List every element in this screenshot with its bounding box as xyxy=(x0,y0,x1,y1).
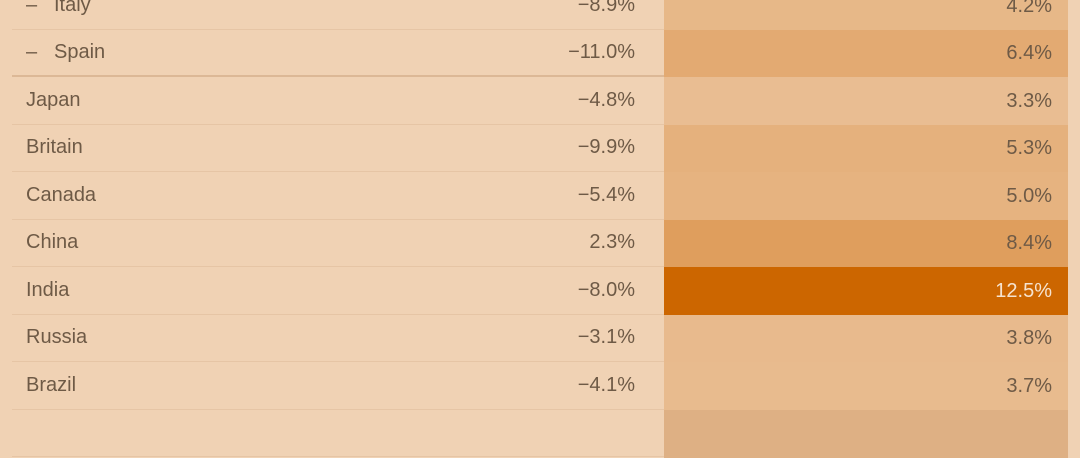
table-row: China 2.3% 8.4% xyxy=(12,219,1068,268)
country-label: Britain xyxy=(26,136,83,159)
country-name: – Italy xyxy=(26,0,91,17)
value-cell-2: 5.0% xyxy=(1006,184,1052,207)
value-cell-1: −11.0% xyxy=(568,40,635,63)
value-cell-2: 12.5% xyxy=(995,279,1052,302)
value-cell-1: −9.9% xyxy=(577,136,635,159)
country-label: Italy xyxy=(54,0,91,16)
country-name: India xyxy=(26,279,69,302)
country-name: Britain xyxy=(26,136,83,159)
value-cell-2: 5.3% xyxy=(1006,137,1052,159)
table-row: – Spain −11.0% 6.4% xyxy=(12,29,1068,77)
table-row: India −8.0% 12.5% xyxy=(12,267,1068,315)
country-label: India xyxy=(26,278,70,301)
value-cell-2: 4.2% xyxy=(1006,0,1052,17)
value-cell-1: −5.4% xyxy=(577,183,635,206)
country-name: Brazil xyxy=(26,374,76,397)
heat-cell: 5.0% xyxy=(664,172,1068,220)
heat-cell: 3.8% xyxy=(664,314,1068,363)
country-name: China xyxy=(26,231,78,254)
value-cell-1: 2.3% xyxy=(589,231,635,254)
value-cell-1: −8.0% xyxy=(577,278,635,301)
value-cell-2: 3.8% xyxy=(1006,327,1052,349)
country-name: – Spain xyxy=(26,41,105,64)
sub-marker: – xyxy=(26,40,38,63)
table-row: – Italy −8.9% 4.2% xyxy=(12,0,1068,30)
value-cell-2: 3.7% xyxy=(1006,374,1052,397)
country-label: Canada xyxy=(26,183,97,206)
heat-cell: 12.5% xyxy=(664,267,1068,315)
data-table: – Italy −8.9% 4.2% – Spain −11.0% 6.4% Japan −4.8… xyxy=(12,0,1068,458)
value-cell-2: 3.3% xyxy=(1006,89,1052,112)
table-row-partial xyxy=(12,409,1068,458)
value-cell-2: 6.4% xyxy=(1006,41,1052,64)
country-label: Spain xyxy=(54,40,106,63)
heat-cell: 3.7% xyxy=(664,362,1068,410)
country-name: Japan xyxy=(26,89,81,112)
value-cell-1: −4.1% xyxy=(577,373,635,396)
country-label: Brazil xyxy=(26,373,77,396)
country-name: Canada xyxy=(26,184,96,207)
country-label: Japan xyxy=(26,88,81,111)
table-row: Japan −4.8% 3.3% xyxy=(12,77,1068,125)
heat-cell: 6.4% xyxy=(664,29,1068,77)
value-cell-1: −4.8% xyxy=(577,88,635,111)
value-cell-2: 8.4% xyxy=(1006,232,1052,254)
value-cell-1: −8.9% xyxy=(577,0,635,16)
country-label: Russia xyxy=(26,326,88,349)
heat-cell: 5.3% xyxy=(664,124,1068,173)
country-label: China xyxy=(26,231,79,254)
country-name: Russia xyxy=(26,326,87,349)
value-cell-1: −3.1% xyxy=(577,326,635,349)
sub-marker: – xyxy=(26,0,38,16)
table-row: Canada −5.4% 5.0% xyxy=(12,172,1068,220)
table-row: Russia −3.1% 3.8% xyxy=(12,314,1068,363)
heat-cell xyxy=(664,409,1068,458)
heat-cell: 3.3% xyxy=(664,77,1068,125)
heat-cell: 4.2% xyxy=(664,0,1068,30)
heat-cell: 8.4% xyxy=(664,219,1068,268)
table-row: Britain −9.9% 5.3% xyxy=(12,124,1068,173)
table-row: Brazil −4.1% 3.7% xyxy=(12,362,1068,410)
